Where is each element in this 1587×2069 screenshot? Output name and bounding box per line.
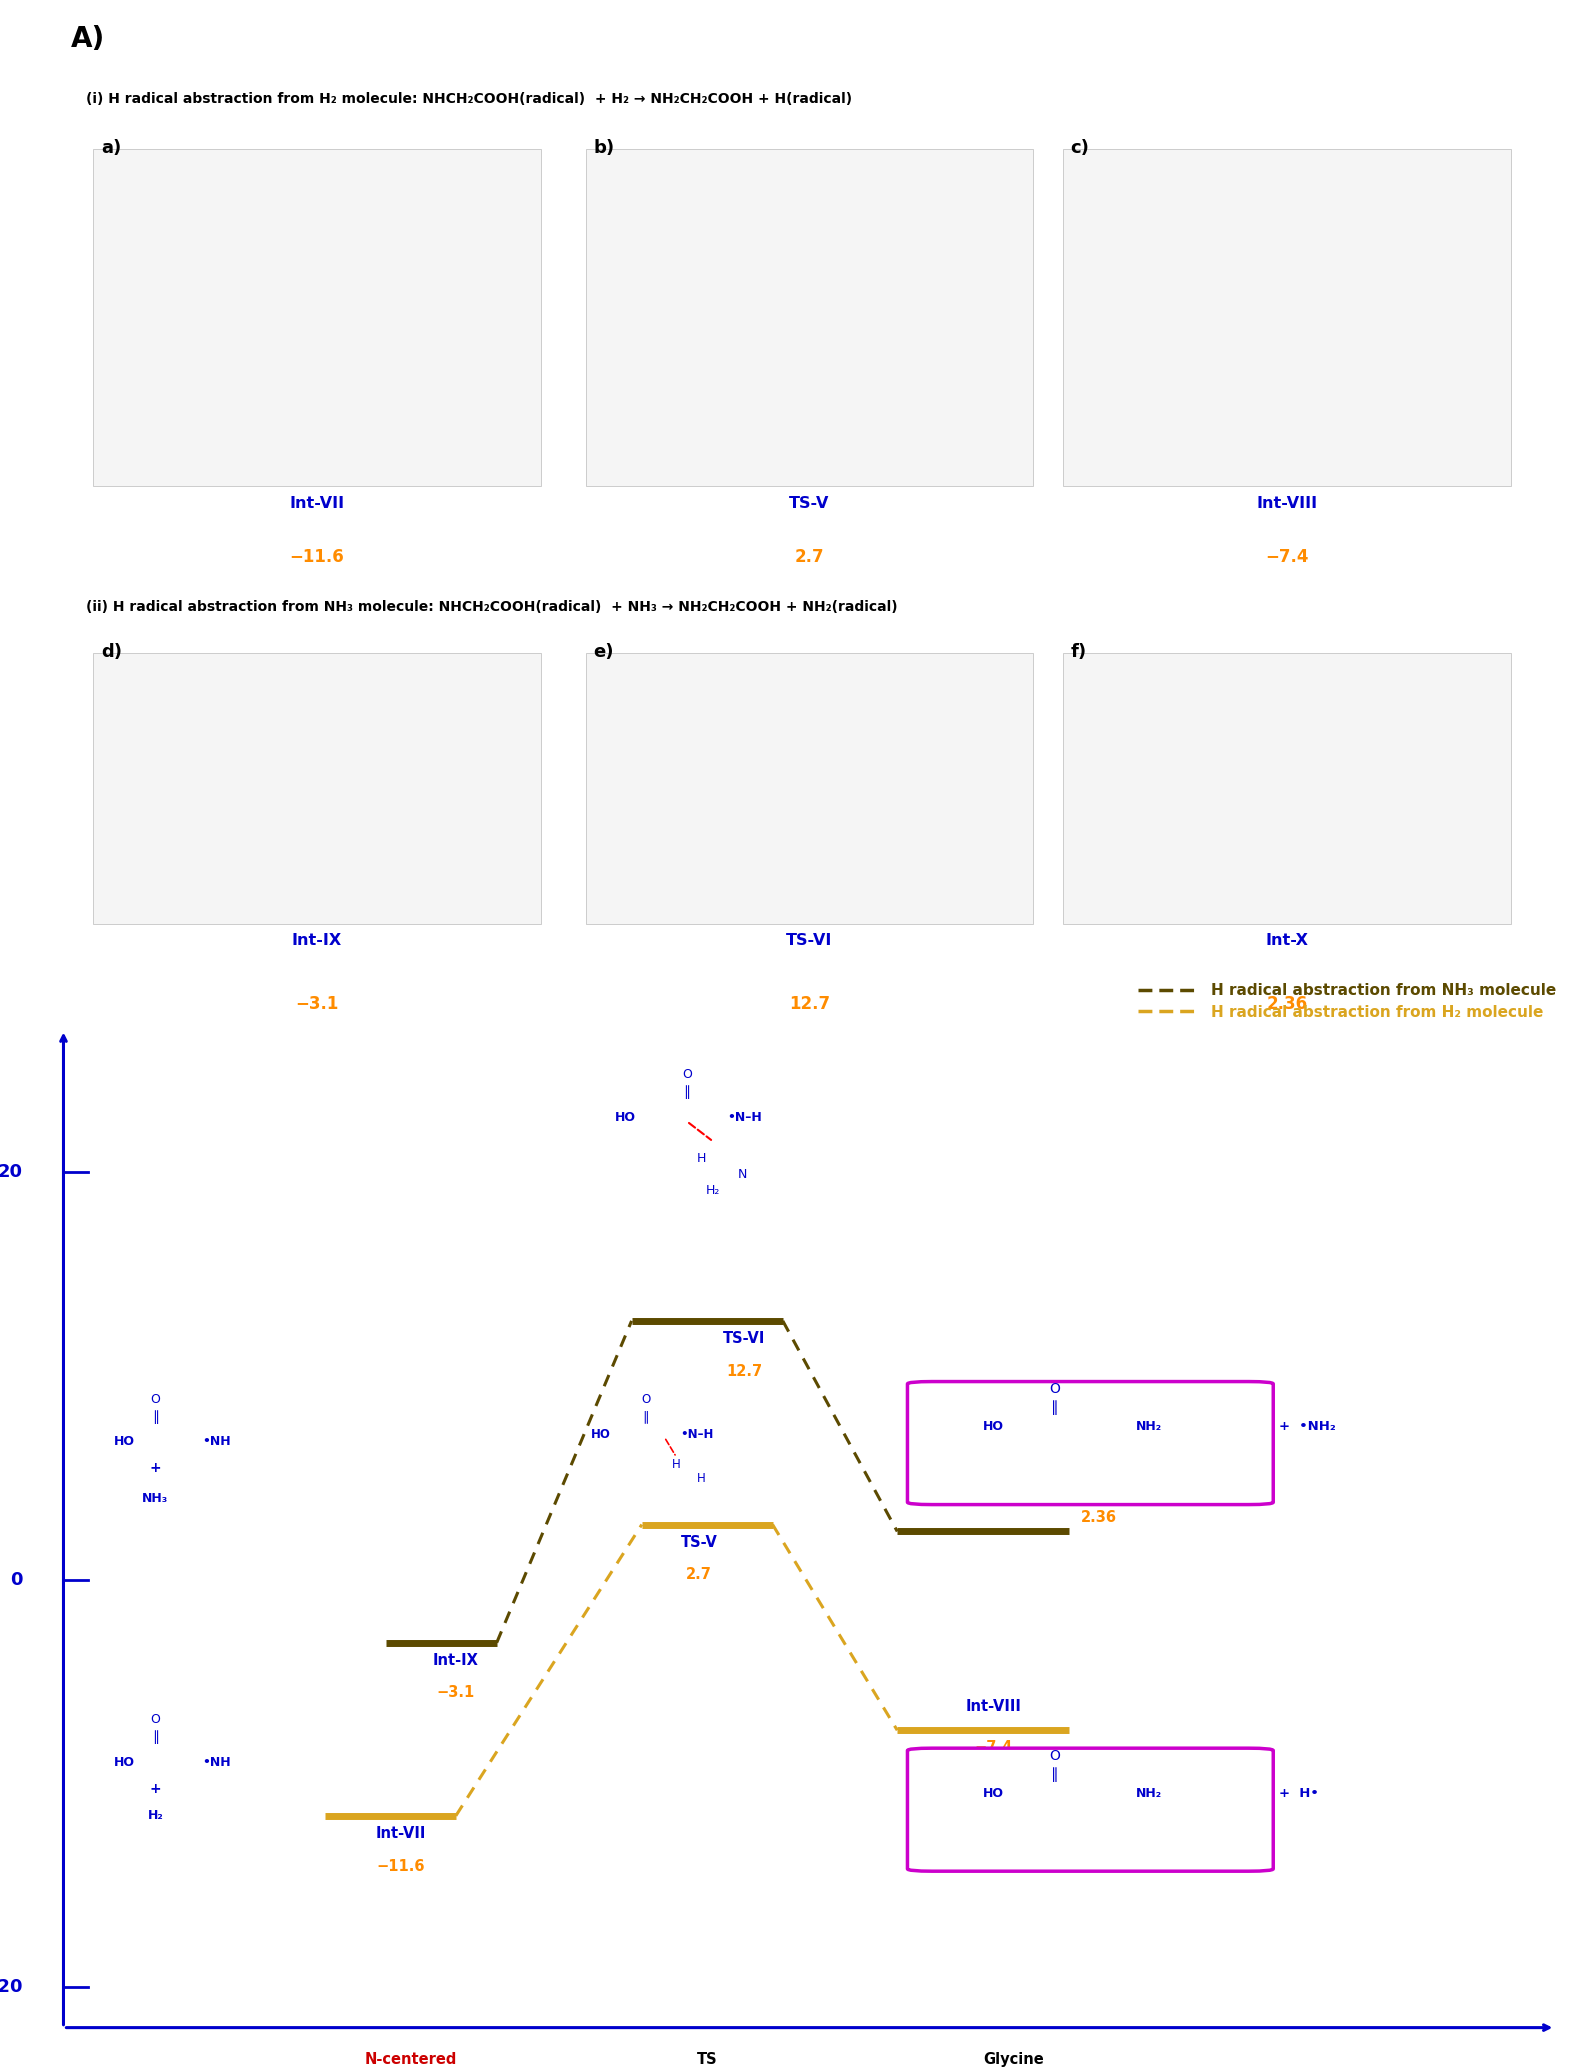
Text: O: O bbox=[151, 1713, 160, 1726]
Text: ∥: ∥ bbox=[684, 1084, 690, 1099]
Text: (i) H radical abstraction from H₂ molecule: NHCH₂COOH(radical)  + H₂ → NH₂CH₂COO: (i) H radical abstraction from H₂ molecu… bbox=[86, 91, 852, 106]
Text: H: H bbox=[697, 1471, 706, 1486]
Text: Int-VIII: Int-VIII bbox=[1257, 497, 1317, 511]
Text: O: O bbox=[682, 1068, 692, 1080]
Text: Int-VII: Int-VII bbox=[289, 497, 344, 511]
Text: •N–H: •N–H bbox=[727, 1111, 762, 1123]
Text: e): e) bbox=[594, 643, 614, 662]
Text: b): b) bbox=[594, 139, 614, 157]
Text: HO: HO bbox=[592, 1428, 611, 1442]
Text: Glycine: Glycine bbox=[984, 2052, 1044, 2067]
Text: ∥: ∥ bbox=[1051, 1401, 1059, 1415]
Text: a): a) bbox=[102, 139, 121, 157]
Text: H₂: H₂ bbox=[706, 1183, 720, 1198]
Text: −7.4: −7.4 bbox=[974, 1740, 1013, 1755]
Text: −11.6: −11.6 bbox=[376, 1858, 425, 1875]
Text: −3.1: −3.1 bbox=[436, 1686, 475, 1701]
Text: Int-IX: Int-IX bbox=[292, 933, 343, 948]
Text: 2.7: 2.7 bbox=[795, 548, 824, 567]
FancyBboxPatch shape bbox=[1063, 652, 1511, 923]
Text: 0: 0 bbox=[10, 1570, 22, 1589]
Text: Int-X: Int-X bbox=[1081, 1479, 1120, 1494]
FancyBboxPatch shape bbox=[1063, 149, 1511, 486]
Text: Int-IX: Int-IX bbox=[433, 1653, 479, 1668]
Text: A): A) bbox=[71, 25, 105, 54]
Text: ∥: ∥ bbox=[643, 1411, 649, 1423]
Text: TS-VI: TS-VI bbox=[722, 1330, 765, 1347]
Text: NH₂: NH₂ bbox=[1136, 1788, 1162, 1800]
Text: (ii) H radical abstraction from NH₃ molecule: NHCH₂COOH(radical)  + NH₃ → NH₂CH₂: (ii) H radical abstraction from NH₃ mole… bbox=[86, 600, 898, 614]
Text: 2.7: 2.7 bbox=[686, 1568, 713, 1583]
FancyBboxPatch shape bbox=[908, 1748, 1273, 1870]
Text: TS-V: TS-V bbox=[681, 1535, 717, 1550]
Text: 12.7: 12.7 bbox=[789, 995, 830, 1014]
Text: TS: TS bbox=[697, 2052, 717, 2067]
Text: 2.36: 2.36 bbox=[1266, 995, 1308, 1014]
Text: ∥: ∥ bbox=[152, 1411, 159, 1423]
FancyBboxPatch shape bbox=[586, 149, 1033, 486]
Text: 2.36: 2.36 bbox=[1081, 1510, 1117, 1525]
FancyBboxPatch shape bbox=[94, 652, 541, 923]
Text: 20: 20 bbox=[0, 1163, 22, 1181]
Text: ∥: ∥ bbox=[1051, 1767, 1059, 1781]
Text: f): f) bbox=[1070, 643, 1087, 662]
Text: HO: HO bbox=[614, 1111, 636, 1123]
Text: NH₂: NH₂ bbox=[1136, 1419, 1162, 1434]
Text: TS-V: TS-V bbox=[789, 497, 830, 511]
Text: HO: HO bbox=[114, 1434, 135, 1448]
Text: d): d) bbox=[102, 643, 122, 662]
Text: NH₃: NH₃ bbox=[143, 1492, 168, 1504]
Text: −3.1: −3.1 bbox=[295, 995, 338, 1014]
Text: HO: HO bbox=[982, 1788, 1003, 1800]
Text: +: + bbox=[149, 1781, 162, 1796]
Text: H: H bbox=[697, 1152, 706, 1165]
Text: +: + bbox=[149, 1461, 162, 1475]
Text: 12.7: 12.7 bbox=[725, 1363, 762, 1378]
Text: +  H•: + H• bbox=[1279, 1788, 1319, 1800]
Text: N: N bbox=[738, 1169, 747, 1181]
Text: HO: HO bbox=[982, 1419, 1003, 1434]
Text: •NH: •NH bbox=[203, 1434, 232, 1448]
Text: ∥: ∥ bbox=[152, 1730, 159, 1744]
Text: O: O bbox=[1049, 1382, 1060, 1397]
Text: O: O bbox=[641, 1392, 651, 1407]
Text: O: O bbox=[151, 1392, 160, 1407]
Text: Int-X: Int-X bbox=[1265, 933, 1308, 948]
Text: −7.4: −7.4 bbox=[1265, 548, 1309, 567]
Text: HO: HO bbox=[114, 1757, 135, 1769]
Text: •NH: •NH bbox=[203, 1757, 232, 1769]
Text: TS-VI: TS-VI bbox=[786, 933, 833, 948]
FancyBboxPatch shape bbox=[908, 1382, 1273, 1504]
FancyBboxPatch shape bbox=[94, 149, 541, 486]
Text: Int-VII: Int-VII bbox=[376, 1827, 425, 1841]
Text: c): c) bbox=[1070, 139, 1089, 157]
Text: O: O bbox=[1049, 1748, 1060, 1763]
FancyBboxPatch shape bbox=[586, 652, 1033, 923]
Text: +  •NH₂: + •NH₂ bbox=[1279, 1419, 1336, 1434]
Text: Int-VIII: Int-VIII bbox=[965, 1699, 1020, 1713]
Text: H₂: H₂ bbox=[148, 1808, 163, 1823]
Text: •N–H: •N–H bbox=[681, 1428, 714, 1442]
Text: −11.6: −11.6 bbox=[290, 548, 344, 567]
Text: -20: -20 bbox=[0, 1978, 22, 1997]
Legend: H radical abstraction from NH₃ molecule, H radical abstraction from H₂ molecule: H radical abstraction from NH₃ molecule,… bbox=[1132, 977, 1563, 1026]
Text: H: H bbox=[673, 1457, 681, 1471]
Text: N-centered: N-centered bbox=[365, 2052, 457, 2067]
